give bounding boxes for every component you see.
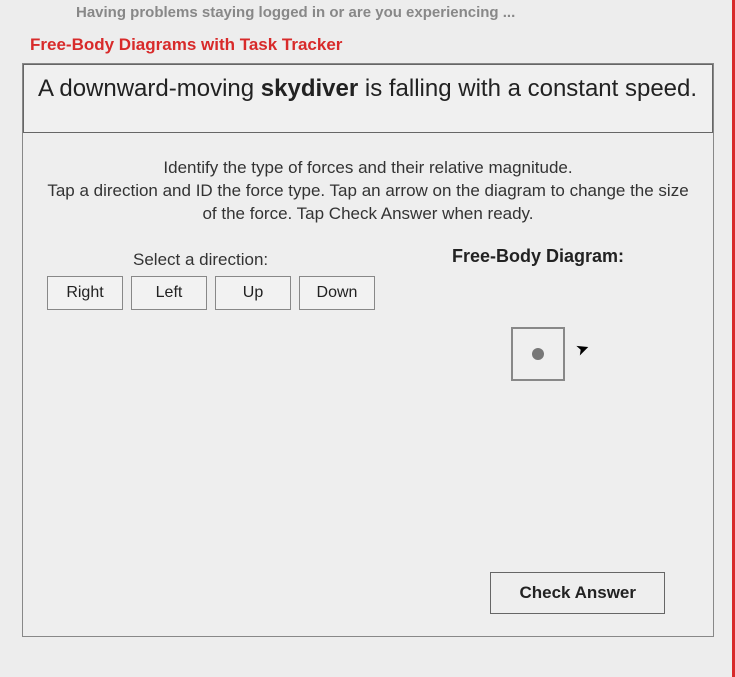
login-issue-banner: Having problems staying logged in or are… — [0, 0, 732, 35]
instructions: Identify the type of forces and their re… — [23, 133, 713, 226]
cursor-icon: ➤ — [573, 337, 592, 360]
problem-bold: skydiver — [261, 75, 358, 102]
direction-buttons-row: Right Left Up Down — [43, 276, 383, 310]
direction-right-button[interactable]: Right — [47, 276, 123, 310]
problem-prefix: A downward-moving — [38, 75, 261, 102]
section-title: Free-Body Diagrams with Task Tracker — [0, 35, 732, 63]
instructions-line1: Identify the type of forces and their re… — [163, 158, 572, 177]
direction-up-button[interactable]: Up — [215, 276, 291, 310]
fbd-title: Free-Body Diagram: — [383, 246, 693, 267]
select-direction-label: Select a direction: — [43, 250, 383, 276]
fbd-center-dot — [532, 348, 544, 360]
fbd-diagram-box[interactable]: ➤ — [511, 327, 565, 381]
check-answer-button[interactable]: Check Answer — [490, 572, 665, 614]
direction-left-button[interactable]: Left — [131, 276, 207, 310]
exercise-container: A downward-moving skydiver is falling wi… — [22, 63, 714, 637]
problem-statement: A downward-moving skydiver is falling wi… — [23, 64, 713, 133]
direction-down-button[interactable]: Down — [299, 276, 375, 310]
problem-suffix: is falling with a constant speed. — [358, 75, 697, 102]
instructions-line2: Tap a direction and ID the force type. T… — [47, 181, 688, 223]
